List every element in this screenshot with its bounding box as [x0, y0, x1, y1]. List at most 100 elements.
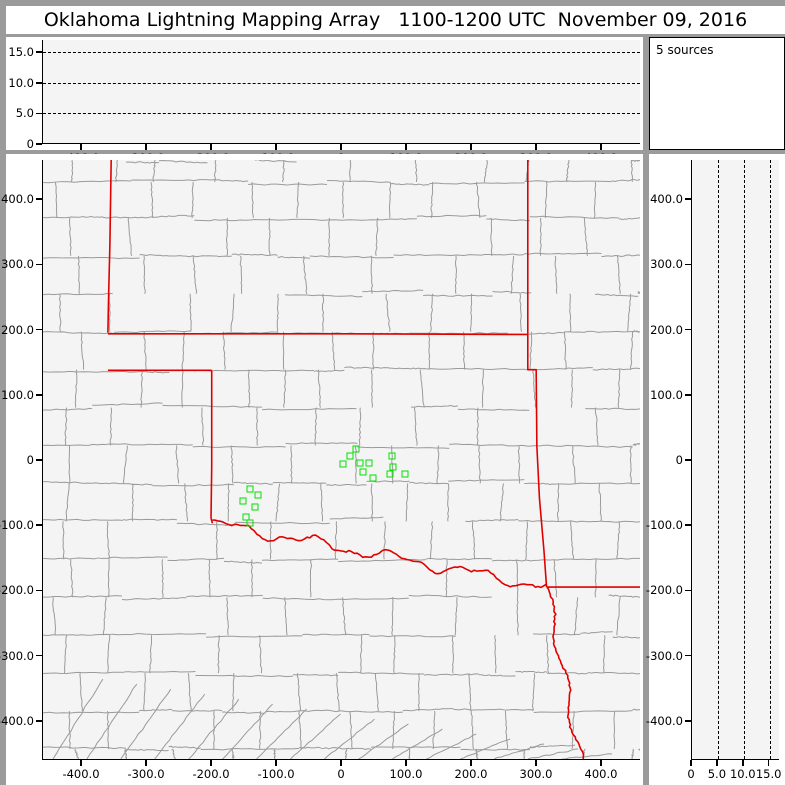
axis-label-x: -200.0	[192, 767, 230, 781]
boundary-line	[80, 331, 85, 370]
boundary-line	[429, 293, 434, 332]
boundary-line	[553, 559, 558, 598]
axis-tick-x	[405, 144, 407, 150]
boundary-line	[276, 293, 279, 332]
altitude-latitude-panel[interactable]: 0 5.0 10.0 15.0 -400.0 -300.0 -200.0 -100.0 0 100…	[645, 154, 785, 785]
boundary-line	[120, 688, 172, 759]
boundary-line	[43, 180, 132, 184]
axis-label-y: 200.0	[1, 322, 34, 337]
boundary-line	[214, 160, 217, 183]
boundary-line	[107, 559, 110, 598]
boundary-line	[43, 557, 97, 560]
boundary-line	[526, 333, 548, 588]
boundary-line	[629, 445, 632, 484]
boundary-line	[331, 710, 403, 713]
axis-label-y: -400.0	[645, 713, 683, 728]
boundary-line	[331, 331, 336, 370]
axis-label-y: -400.0	[0, 713, 34, 728]
boundary-line	[131, 483, 134, 522]
boundary-line	[344, 748, 348, 759]
page-title: Oklahoma Lightning Mapping Array 1100-12…	[43, 9, 748, 31]
boundary-line	[71, 160, 74, 183]
axis-tick-y	[36, 589, 42, 592]
boundary-line	[43, 518, 124, 521]
boundary-line	[43, 407, 93, 411]
boundary-line	[631, 160, 640, 162]
boundary-line	[230, 445, 234, 484]
boundary-line	[637, 291, 640, 294]
boundary-line	[580, 631, 613, 634]
boundary-line	[632, 708, 640, 711]
boundary-line	[123, 445, 128, 484]
axis-tick-x	[600, 144, 602, 150]
map-plot-area[interactable]	[42, 160, 640, 760]
boundary-line	[232, 673, 235, 712]
boundary-line	[445, 559, 448, 598]
boundary-line	[320, 483, 324, 522]
boundary-line	[265, 709, 332, 713]
boundary-line	[106, 443, 193, 446]
boundary-line	[383, 521, 387, 560]
source-count-label: 5 sources	[656, 43, 714, 57]
boundary-line	[486, 218, 530, 222]
boundary-line	[251, 181, 254, 218]
boundary-line	[556, 482, 640, 485]
title-bar: Oklahoma Lightning Mapping Array 1100-12…	[6, 6, 785, 34]
boundary-line	[186, 255, 232, 258]
boundary-line	[370, 369, 373, 408]
lightning-source-marker	[246, 485, 254, 493]
boundary-line	[447, 483, 450, 522]
boundary-line	[150, 181, 154, 219]
axis-tick-x	[275, 144, 277, 150]
boundary-line	[574, 597, 579, 636]
boundary-line	[632, 442, 640, 447]
boundary-line	[545, 635, 550, 674]
boundary-line	[631, 748, 634, 759]
altitude-latitude-plot-area[interactable]	[691, 160, 779, 760]
boundary-line	[52, 597, 57, 636]
boundary-line	[612, 636, 640, 639]
boundary-line	[457, 408, 530, 411]
boundary-line	[344, 366, 392, 369]
boundary-line	[281, 160, 285, 183]
time-altitude-panel[interactable]: -400.0-300.0-200.0-100.00100.0200.0300.0…	[6, 37, 643, 165]
lightning-source-marker	[254, 491, 262, 499]
boundary-line	[55, 181, 58, 218]
boundary-line	[186, 594, 263, 598]
boundary-line	[43, 711, 140, 714]
boundary-line	[43, 370, 137, 373]
boundary-line	[210, 370, 214, 524]
axis-label-y: 300.0	[650, 257, 683, 272]
boundary-line	[425, 557, 493, 561]
boundary-line	[189, 293, 192, 332]
boundary-line	[256, 708, 307, 759]
axis-tick-y	[36, 394, 42, 396]
boundary-line	[327, 179, 391, 183]
axis-tick-y	[36, 198, 42, 200]
boundary-line	[298, 711, 302, 750]
axis-tick-x	[470, 760, 472, 766]
boundary-line	[115, 160, 118, 183]
boundary-line	[335, 673, 340, 712]
source-count-panel: 5 sources	[649, 37, 785, 150]
axis-label-y: 300.0	[1, 257, 34, 272]
axis-tick-y	[36, 720, 42, 722]
boundary-line	[109, 407, 112, 446]
boundary-line	[562, 753, 613, 759]
boundary-line	[629, 331, 634, 370]
boundary-line	[194, 219, 266, 222]
boundary-line	[43, 671, 125, 674]
boundary-line	[302, 633, 370, 636]
time-altitude-plot-area[interactable]	[42, 40, 640, 144]
boundary-line	[329, 516, 384, 520]
boundary-line	[211, 179, 249, 183]
boundary-line	[465, 518, 519, 523]
map-panel[interactable]: -400.0 -300.0 -200.0 -100.0 0 100.0 200.0 300.0…	[0, 154, 643, 785]
boundary-line	[136, 370, 170, 374]
boundary-line	[563, 331, 567, 370]
boundary-line	[334, 597, 409, 600]
boundary-line	[601, 254, 640, 258]
boundary-line	[516, 559, 519, 598]
axis-label-x: 100.0	[389, 767, 423, 781]
boundary-line	[247, 369, 251, 408]
